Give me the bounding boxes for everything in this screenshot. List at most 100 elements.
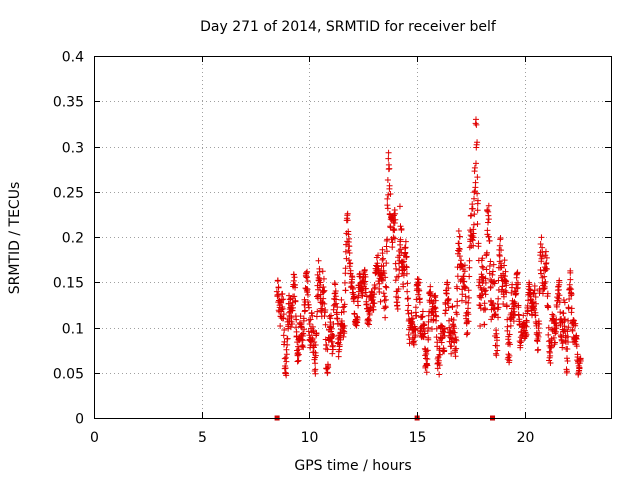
data-point: [515, 311, 522, 318]
data-point: [391, 235, 398, 242]
data-point: [396, 260, 403, 267]
data-point: [494, 347, 501, 354]
data-point: [412, 332, 419, 339]
data-point: [436, 371, 443, 378]
data-point: [309, 312, 316, 319]
data-point: [458, 297, 465, 304]
data-point: [349, 274, 356, 281]
data-point: [293, 316, 300, 323]
data-point: [403, 264, 410, 271]
data-point: [485, 202, 492, 209]
data-point: [366, 317, 373, 324]
data-point: [399, 259, 406, 266]
data-point: [385, 149, 392, 156]
data-point: [531, 283, 538, 290]
data-point: [289, 304, 296, 311]
data-point: [377, 298, 384, 305]
data-point: [403, 263, 410, 270]
data-point: [506, 357, 513, 364]
data-point: [538, 270, 545, 277]
data-point: [382, 304, 389, 311]
data-point: [427, 283, 434, 290]
data-point: [413, 312, 420, 319]
data-point: [383, 260, 390, 267]
data-point: [502, 277, 509, 284]
data-point: [281, 355, 288, 362]
data-point: [546, 357, 553, 364]
data-point: [332, 287, 339, 294]
data-point: [425, 324, 432, 331]
data-point: [572, 320, 579, 327]
plot-frame: [94, 56, 612, 419]
data-point: [404, 280, 411, 287]
data-point: [550, 312, 557, 319]
data-point: [491, 280, 498, 287]
data-point: [491, 312, 498, 319]
data-point: [486, 270, 493, 277]
data-point: [495, 295, 502, 302]
data-point: [332, 281, 339, 288]
data-point: [293, 328, 300, 335]
data-point: [404, 288, 411, 295]
data-point: [481, 288, 488, 295]
data-point: [472, 116, 479, 123]
data-point: [469, 205, 476, 212]
data-point: [279, 290, 286, 297]
data-point: [530, 304, 537, 311]
data-point: [564, 333, 571, 340]
data-point: [284, 341, 291, 348]
data-point: [278, 299, 285, 306]
data-point: [510, 318, 517, 325]
data-point: [555, 295, 562, 302]
data-point: [493, 337, 500, 344]
data-point: [328, 325, 335, 332]
data-point: [424, 355, 431, 362]
y-tick-label: 0.3: [62, 141, 84, 157]
data-point: [304, 268, 311, 275]
y-tick-label: 0.1: [62, 322, 84, 338]
data-point: [312, 352, 319, 359]
data-point: [311, 338, 318, 345]
data-point: [362, 273, 369, 280]
data-point: [387, 224, 394, 231]
data-point: [471, 211, 478, 218]
data-point: [507, 322, 514, 329]
data-point: [476, 279, 483, 286]
data-point: [472, 160, 479, 167]
data-point: [380, 255, 387, 262]
data-point: [422, 352, 429, 359]
data-point: [545, 303, 552, 310]
data-point: [431, 293, 438, 300]
data-point: [412, 304, 419, 311]
data-point: [300, 344, 307, 351]
data-point: [501, 257, 508, 264]
data-point: [283, 370, 290, 377]
x-tick-labels: 0 5 10 15 20: [90, 430, 534, 446]
data-point: [474, 220, 481, 227]
data-point: [502, 268, 509, 275]
data-point: [472, 179, 479, 186]
data-point: [383, 248, 390, 255]
data-point: [560, 310, 567, 317]
data-point: [468, 212, 475, 219]
data-point: [536, 329, 543, 336]
data-point: [470, 221, 477, 228]
data-point: [564, 338, 571, 345]
data-point: [433, 334, 440, 341]
data-point: [494, 300, 501, 307]
data-point: [459, 291, 466, 298]
data-point: [314, 271, 321, 278]
data-point: [362, 285, 369, 292]
data-point: [466, 264, 473, 271]
data-point: [290, 271, 297, 278]
data-point: [384, 195, 391, 202]
data-point: [553, 303, 560, 310]
data-point: [469, 237, 476, 244]
data-point: [524, 308, 531, 315]
data-point: [456, 245, 463, 252]
data-point: [441, 326, 448, 333]
data-point: [392, 216, 399, 223]
data-point: [343, 255, 350, 262]
data-point: [303, 269, 310, 276]
data-point: [410, 341, 417, 348]
